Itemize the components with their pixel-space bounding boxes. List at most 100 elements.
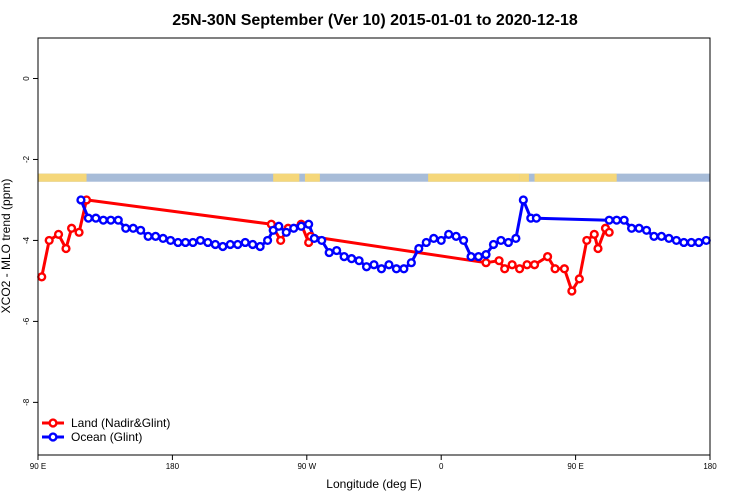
land-band-segment bbox=[428, 173, 520, 182]
ocean-series-point bbox=[83, 213, 94, 223]
ocean-series-point bbox=[151, 231, 161, 241]
land-series-point bbox=[500, 264, 510, 274]
land-band-segment bbox=[304, 173, 320, 182]
ocean-series-point bbox=[188, 237, 198, 248]
land-series-point bbox=[481, 258, 491, 268]
land-series-point bbox=[593, 243, 603, 254]
ocean-series-point bbox=[466, 252, 476, 262]
ocean-series-point bbox=[679, 237, 689, 248]
land-series-point bbox=[522, 260, 532, 270]
ocean-series-point bbox=[248, 239, 258, 250]
land-series-point bbox=[529, 260, 540, 270]
ocean-series-point bbox=[289, 223, 299, 233]
ocean-series-point bbox=[165, 235, 176, 246]
land-band-segment bbox=[38, 173, 87, 182]
y-axis-label: XCO2 - MLO trend (ppm) bbox=[0, 179, 13, 314]
ocean-series-point bbox=[612, 215, 622, 225]
land-band-segment bbox=[273, 173, 300, 182]
x-axis-label: Longitude (deg E) bbox=[326, 477, 421, 491]
ocean-series-point bbox=[195, 235, 206, 246]
ocean-series-point bbox=[626, 223, 637, 233]
ocean-series-point bbox=[274, 221, 284, 231]
land-band-segment bbox=[534, 173, 617, 182]
plot-frame bbox=[37, 37, 711, 456]
ocean-series-point bbox=[136, 225, 146, 235]
ocean-series-point bbox=[406, 258, 416, 268]
land-series-point bbox=[494, 256, 504, 266]
land-series-point bbox=[66, 223, 77, 233]
ocean-series-point bbox=[518, 195, 528, 205]
land-series-point bbox=[589, 229, 599, 239]
ocean-series-point bbox=[664, 233, 674, 244]
land-series-point bbox=[44, 235, 54, 246]
land-band-segment bbox=[519, 173, 529, 182]
x-tick-label: 90 E bbox=[30, 462, 46, 471]
ocean-series-point bbox=[634, 223, 644, 233]
y-tick-label: 0 bbox=[22, 76, 31, 81]
y-tick-label: -8 bbox=[22, 398, 31, 406]
ocean-series-point bbox=[649, 231, 659, 241]
series-layer bbox=[37, 195, 711, 296]
legend-ocean-swatch-marker bbox=[48, 432, 58, 442]
x-tick-label: 90 E bbox=[567, 462, 583, 471]
land-series-point bbox=[550, 264, 560, 274]
y-tick-label: -6 bbox=[22, 317, 31, 325]
ocean-series-point bbox=[531, 213, 542, 223]
ocean-series-point bbox=[459, 235, 469, 246]
ocean-series-point bbox=[173, 237, 183, 248]
ocean-series-point bbox=[399, 264, 409, 274]
land-series-point bbox=[53, 229, 64, 239]
ocean-series-point bbox=[391, 264, 402, 274]
ocean-series-point bbox=[481, 249, 491, 260]
legend: Land (Nadir&Glint)Ocean (Glint) bbox=[42, 416, 170, 444]
ocean-series-point bbox=[641, 225, 652, 235]
ocean-series-point bbox=[143, 231, 153, 241]
ocean-series-point bbox=[106, 215, 116, 225]
ocean-series-point bbox=[281, 227, 291, 237]
ocean-series-point bbox=[376, 264, 387, 274]
ocean-series-point bbox=[98, 215, 108, 225]
ocean-series-point bbox=[203, 237, 213, 248]
ocean-series-point bbox=[128, 223, 138, 233]
chart-title: 25N-30N September (Ver 10) 2015-01-01 to… bbox=[172, 12, 578, 29]
legend-land-label: Land (Nadir&Glint) bbox=[71, 416, 170, 430]
ocean-series-point bbox=[339, 252, 349, 262]
ocean-series-point bbox=[686, 237, 696, 248]
ocean-series-point bbox=[347, 254, 357, 264]
ocean-series-point bbox=[296, 221, 306, 231]
ocean-series-point bbox=[76, 195, 86, 205]
land-series-point bbox=[37, 272, 47, 282]
ocean-series-point bbox=[240, 237, 250, 248]
ocean-series-point bbox=[656, 231, 667, 241]
ocean-series-point bbox=[414, 243, 424, 254]
ocean-series-point bbox=[694, 237, 704, 248]
x-tick-label: 90 W bbox=[297, 462, 316, 471]
ocean-series-point bbox=[436, 235, 446, 246]
ocean-series-point bbox=[158, 233, 168, 244]
ocean-series-point bbox=[121, 223, 131, 233]
ocean-series-point bbox=[511, 233, 521, 244]
ocean-series-point bbox=[503, 237, 514, 248]
ocean-series-point bbox=[421, 237, 431, 248]
ocean-series-point bbox=[233, 239, 243, 250]
ocean-series-point bbox=[701, 235, 711, 246]
ocean-series-point bbox=[361, 262, 372, 272]
ocean-series-point bbox=[304, 219, 314, 229]
land-series-point bbox=[542, 252, 553, 262]
land-series-point bbox=[514, 264, 525, 274]
ocean-series-point bbox=[496, 235, 506, 246]
ocean-series-point bbox=[317, 235, 327, 246]
ocean-series-point bbox=[324, 247, 334, 258]
ocean-band bbox=[38, 173, 710, 182]
ocean-series-point bbox=[384, 260, 394, 270]
ocean-series-point bbox=[619, 215, 629, 225]
land-series-point bbox=[604, 227, 614, 237]
ocean-series-point bbox=[369, 260, 379, 270]
ocean-series-point bbox=[309, 233, 319, 244]
ocean-series-point bbox=[354, 256, 364, 266]
land-series-point bbox=[574, 274, 584, 284]
ocean-series-point bbox=[113, 215, 123, 225]
land-series-point bbox=[582, 235, 592, 246]
ocean-series-point bbox=[604, 215, 614, 225]
